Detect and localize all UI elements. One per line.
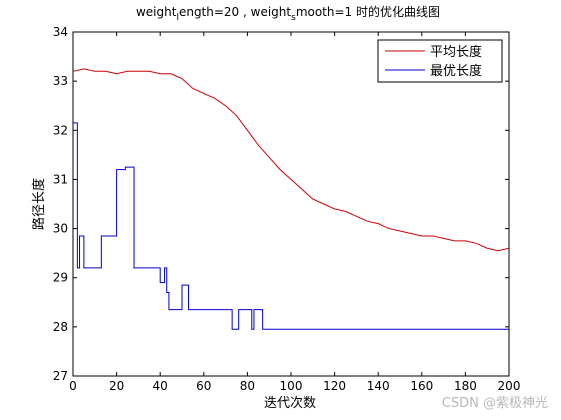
y-axis-label: 路径长度 bbox=[31, 178, 47, 230]
x-axis-label: 迭代次数 bbox=[264, 395, 316, 411]
x-tick-label: 40 bbox=[153, 379, 168, 393]
chart-title: weightlength=20 , weightsmooth=1 时的优化曲线图 bbox=[136, 4, 440, 23]
y-tick-label: 29 bbox=[53, 271, 68, 285]
y-tick-label: 32 bbox=[53, 123, 68, 137]
x-tick-label: 0 bbox=[69, 379, 77, 393]
x-tick-label: 140 bbox=[367, 379, 390, 393]
y-tick-label: 27 bbox=[53, 369, 68, 383]
y-tick-label: 34 bbox=[53, 25, 68, 39]
legend-box bbox=[377, 39, 503, 83]
series-line-mean bbox=[72, 68, 510, 252]
x-tick-label: 120 bbox=[323, 379, 346, 393]
x-tick-label: 20 bbox=[109, 379, 124, 393]
watermark: CSDN @紫极神光 bbox=[442, 396, 548, 411]
y-tick-label: 28 bbox=[53, 320, 68, 334]
x-tick-label: 180 bbox=[454, 379, 477, 393]
y-tick-label: 31 bbox=[53, 172, 68, 186]
y-tick-label: 33 bbox=[53, 74, 68, 88]
legend-label-mean: 平均长度 bbox=[430, 44, 482, 60]
x-tick-label: 80 bbox=[240, 379, 255, 393]
series-lines bbox=[72, 68, 510, 330]
y-tick-label: 30 bbox=[53, 222, 68, 236]
legend: 平均长度 最优长度 bbox=[377, 39, 503, 83]
plot-area bbox=[72, 31, 510, 377]
x-tick-label: 200 bbox=[498, 379, 521, 393]
axis-ticks: 0 20 40 60 80 100 120 140 160 180 200 27 28 29 30 31 32 3… bbox=[53, 25, 521, 393]
x-tick-label: 160 bbox=[410, 379, 433, 393]
x-tick-label: 60 bbox=[196, 379, 211, 393]
x-tick-label: 100 bbox=[280, 379, 303, 393]
series-line-best bbox=[73, 122, 509, 330]
legend-label-best: 最优长度 bbox=[430, 63, 482, 79]
